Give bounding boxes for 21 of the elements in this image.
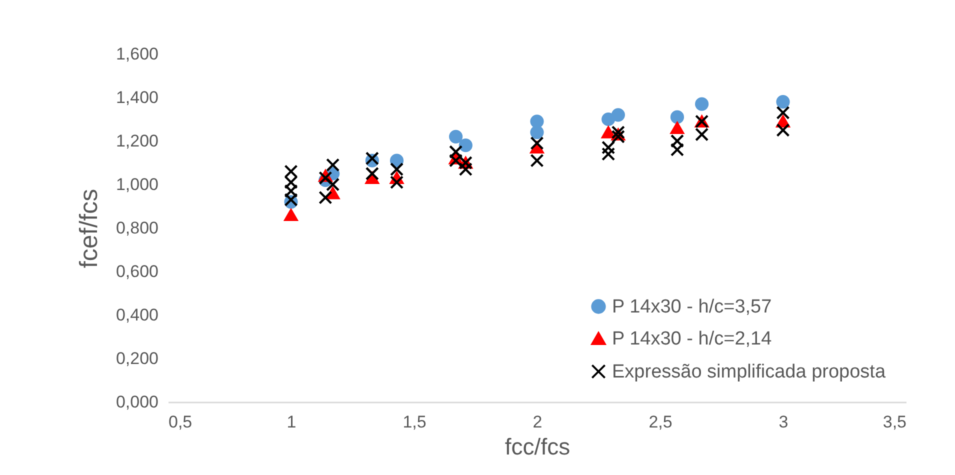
y-tick-label: 0,200 xyxy=(116,349,158,368)
y-tick-label: 1,400 xyxy=(116,88,158,107)
x-tick-label: 2 xyxy=(532,412,542,432)
x-tick-label: 1,5 xyxy=(402,412,426,432)
legend-label: Expressão simplificada proposta xyxy=(612,362,886,382)
y-tick-label: 1,600 xyxy=(116,44,158,64)
y-tick-label: 0,800 xyxy=(116,218,158,238)
x-tick-label: 3 xyxy=(778,412,788,432)
legend-label: P 14x30 - h/c=2,14 xyxy=(612,328,772,350)
y-axis-title: fcef/fcs xyxy=(74,188,103,268)
x-tick-label: 1 xyxy=(286,412,296,432)
y-tick-label: 1,000 xyxy=(116,175,158,194)
y-tick-label: 1,200 xyxy=(116,132,158,150)
y-tick-label: 0,400 xyxy=(116,306,158,324)
y-tick-label: 0,600 xyxy=(116,262,158,281)
x-tick-label: 2,5 xyxy=(648,412,672,432)
x-axis-title: fcc/fcs xyxy=(504,434,570,460)
x-tick-label: 3,5 xyxy=(882,412,906,432)
legend-label: P 14x30 - h/c=3,57 xyxy=(612,296,772,318)
x-tick-label: 0,5 xyxy=(168,412,192,432)
y-tick-label: 0,000 xyxy=(116,392,158,412)
